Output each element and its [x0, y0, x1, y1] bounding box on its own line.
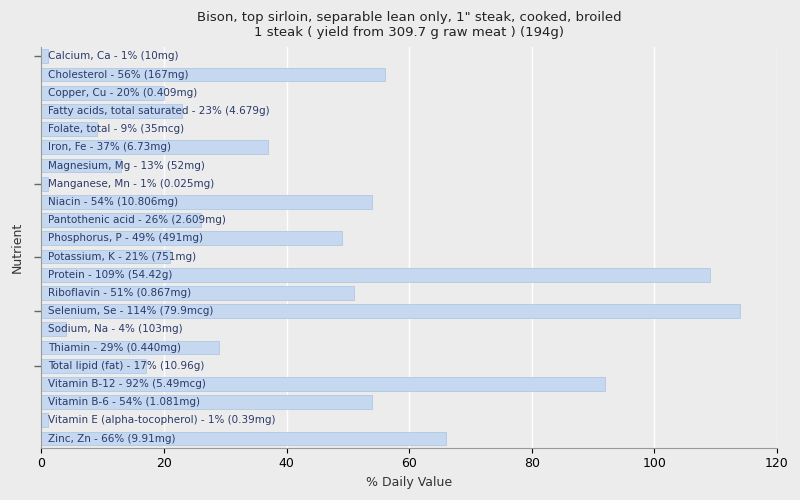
Bar [42, 104, 182, 118]
Bar [42, 232, 342, 245]
Bar [42, 68, 385, 82]
Text: Fatty acids, total saturated - 23% (4.679g): Fatty acids, total saturated - 23% (4.67… [48, 106, 270, 116]
Bar [42, 140, 268, 154]
Text: Riboflavin - 51% (0.867mg): Riboflavin - 51% (0.867mg) [48, 288, 190, 298]
Text: Zinc, Zn - 66% (9.91mg): Zinc, Zn - 66% (9.91mg) [48, 434, 175, 444]
Bar [42, 340, 219, 354]
Text: Manganese, Mn - 1% (0.025mg): Manganese, Mn - 1% (0.025mg) [48, 178, 214, 188]
Bar [42, 214, 201, 227]
Text: Calcium, Ca - 1% (10mg): Calcium, Ca - 1% (10mg) [48, 52, 178, 62]
Text: Thiamin - 29% (0.440mg): Thiamin - 29% (0.440mg) [48, 342, 181, 352]
Bar [42, 195, 373, 208]
Text: Sodium, Na - 4% (103mg): Sodium, Na - 4% (103mg) [48, 324, 182, 334]
Bar [42, 414, 48, 427]
Bar [42, 396, 373, 409]
X-axis label: % Daily Value: % Daily Value [366, 476, 452, 489]
Bar [42, 322, 66, 336]
Bar [42, 304, 740, 318]
Text: Iron, Fe - 37% (6.73mg): Iron, Fe - 37% (6.73mg) [48, 142, 170, 152]
Bar [42, 86, 164, 100]
Text: Protein - 109% (54.42g): Protein - 109% (54.42g) [48, 270, 172, 280]
Text: Total lipid (fat) - 17% (10.96g): Total lipid (fat) - 17% (10.96g) [48, 360, 204, 370]
Y-axis label: Nutrient: Nutrient [11, 222, 24, 273]
Text: Vitamin E (alpha-tocopherol) - 1% (0.39mg): Vitamin E (alpha-tocopherol) - 1% (0.39m… [48, 416, 275, 426]
Text: Magnesium, Mg - 13% (52mg): Magnesium, Mg - 13% (52mg) [48, 160, 205, 170]
Bar [42, 177, 48, 190]
Bar [42, 50, 48, 63]
Bar [42, 377, 606, 390]
Text: Vitamin B-12 - 92% (5.49mcg): Vitamin B-12 - 92% (5.49mcg) [48, 379, 206, 389]
Text: Potassium, K - 21% (751mg): Potassium, K - 21% (751mg) [48, 252, 196, 262]
Text: Niacin - 54% (10.806mg): Niacin - 54% (10.806mg) [48, 197, 178, 207]
Bar [42, 286, 354, 300]
Text: Cholesterol - 56% (167mg): Cholesterol - 56% (167mg) [48, 70, 188, 80]
Title: Bison, top sirloin, separable lean only, 1" steak, cooked, broiled
1 steak ( yie: Bison, top sirloin, separable lean only,… [197, 11, 622, 39]
Text: Copper, Cu - 20% (0.409mg): Copper, Cu - 20% (0.409mg) [48, 88, 197, 98]
Text: Selenium, Se - 114% (79.9mcg): Selenium, Se - 114% (79.9mcg) [48, 306, 213, 316]
Bar [42, 359, 146, 372]
Bar [42, 158, 121, 172]
Bar [42, 250, 170, 264]
Bar [42, 122, 97, 136]
Text: Phosphorus, P - 49% (491mg): Phosphorus, P - 49% (491mg) [48, 234, 202, 243]
Text: Pantothenic acid - 26% (2.609mg): Pantothenic acid - 26% (2.609mg) [48, 215, 226, 225]
Bar [42, 268, 710, 281]
Text: Vitamin B-6 - 54% (1.081mg): Vitamin B-6 - 54% (1.081mg) [48, 397, 200, 407]
Bar [42, 432, 446, 446]
Text: Folate, total - 9% (35mcg): Folate, total - 9% (35mcg) [48, 124, 184, 134]
